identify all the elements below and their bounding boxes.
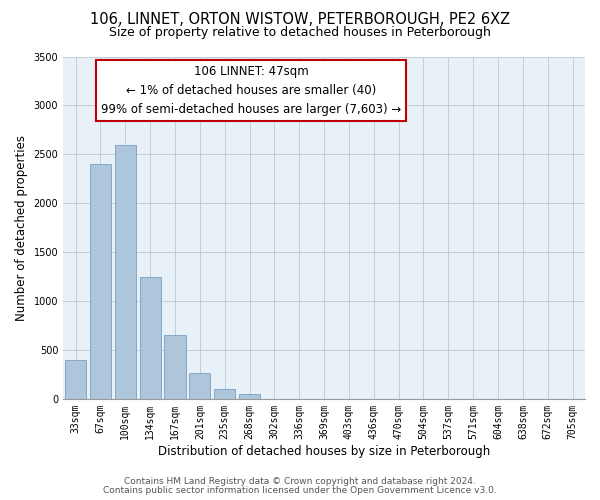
Text: Contains public sector information licensed under the Open Government Licence v3: Contains public sector information licen… [103,486,497,495]
Y-axis label: Number of detached properties: Number of detached properties [15,134,28,320]
Bar [239,394,260,399]
Bar [214,389,235,399]
X-axis label: Distribution of detached houses by size in Peterborough: Distribution of detached houses by size … [158,444,490,458]
Bar [164,336,185,399]
Text: 106, LINNET, ORTON WISTOW, PETERBOROUGH, PE2 6XZ: 106, LINNET, ORTON WISTOW, PETERBOROUGH,… [90,12,510,28]
Text: Size of property relative to detached houses in Peterborough: Size of property relative to detached ho… [109,26,491,39]
Text: Contains HM Land Registry data © Crown copyright and database right 2024.: Contains HM Land Registry data © Crown c… [124,477,476,486]
Bar [65,360,86,399]
Bar [90,164,111,399]
Bar [115,144,136,399]
Bar [189,374,211,399]
Text: 106 LINNET: 47sqm
← 1% of detached houses are smaller (40)
99% of semi-detached : 106 LINNET: 47sqm ← 1% of detached house… [101,65,401,116]
Bar [140,276,161,399]
